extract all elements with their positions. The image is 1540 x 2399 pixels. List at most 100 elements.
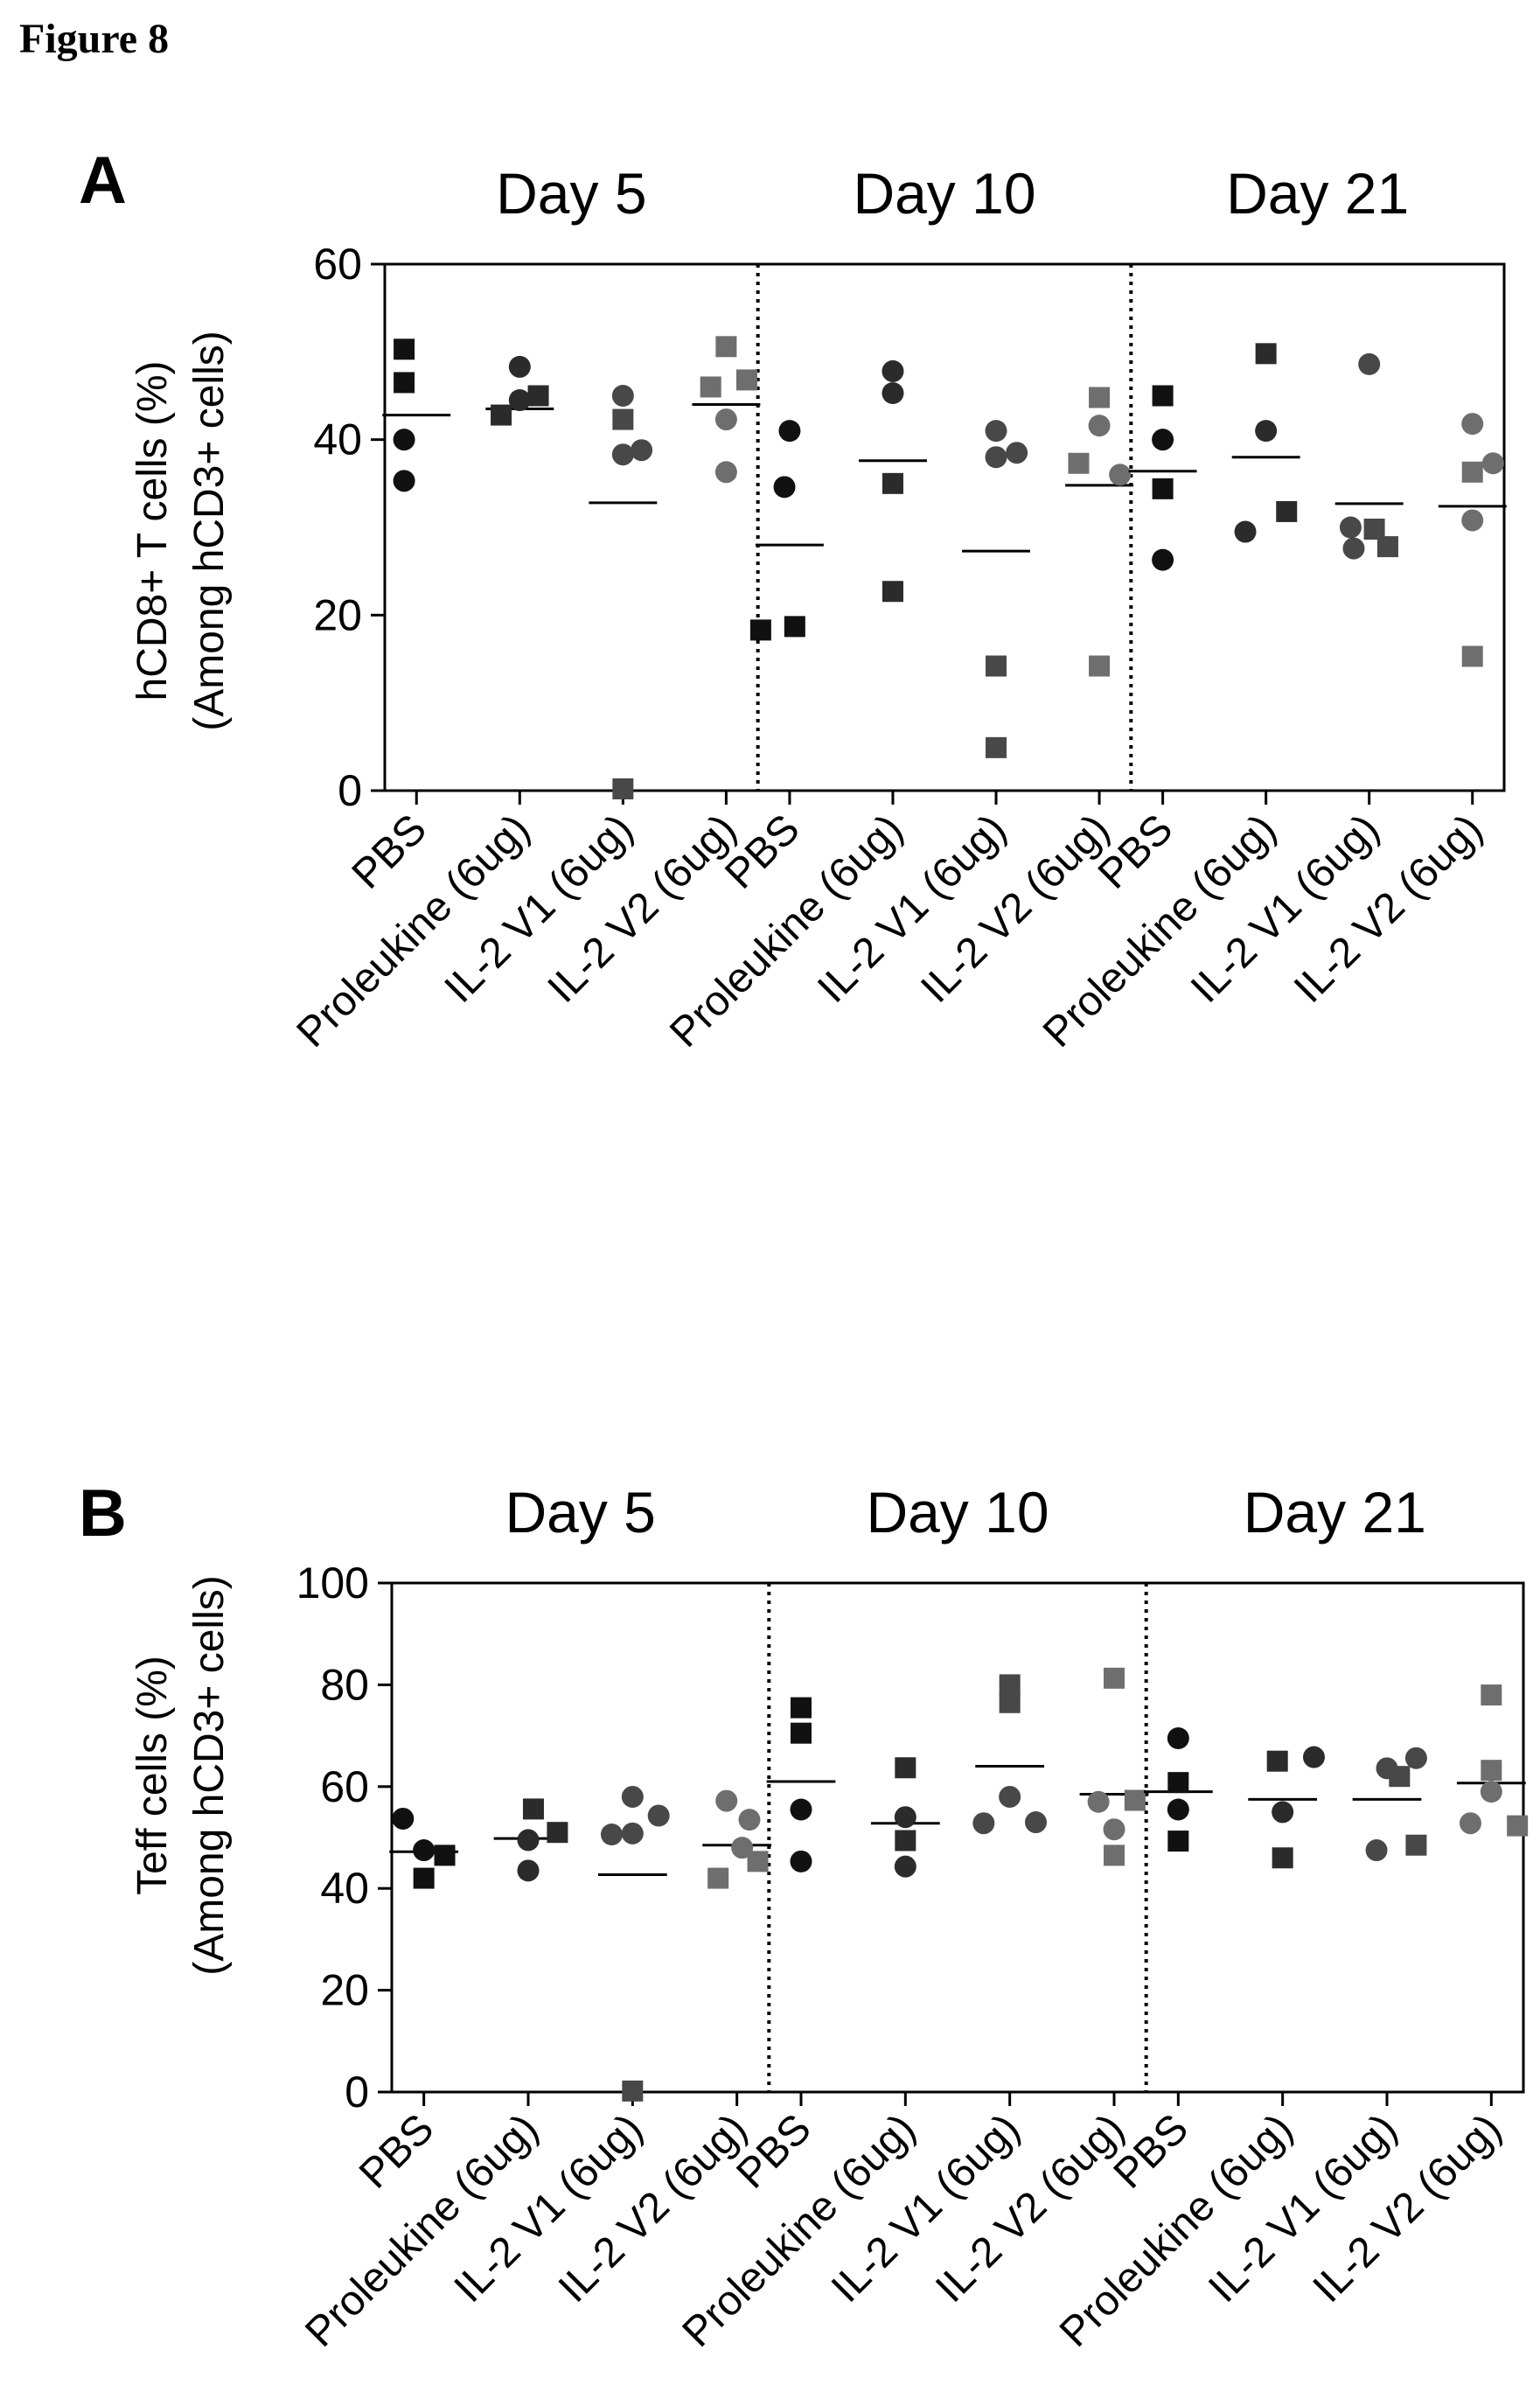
panel-b-day-10-pbs-point-2 xyxy=(790,1798,812,1821)
panel-a-day-21-proleukine-6ug-point-2 xyxy=(1276,500,1298,522)
panel-b-day-10-il-2-v1-6ug-point-0 xyxy=(999,1674,1021,1696)
panel-a-day-5-pbs-point-1 xyxy=(394,372,415,394)
panel-a-day-5-il-2-v2-6ug-point-3 xyxy=(714,408,737,431)
panel-a-day-21-il-2-v2-6ug-point-0 xyxy=(1461,413,1484,436)
panel-b-day-21-il-2-v2-6ug-point-0 xyxy=(1481,1684,1502,1706)
panel-a-day-21-il-2-v1-6ug-point-3 xyxy=(1342,537,1365,560)
panel-b-day-21-pbs-point-2 xyxy=(1167,1798,1189,1821)
panel-b-day-21-il-2-v2-6ug-point-3 xyxy=(1459,1812,1481,1835)
panel-b-group-label-day-5: Day 5 xyxy=(505,1480,655,1545)
panel-b-day-10-il-2-v2-6ug-point-2 xyxy=(1087,1790,1110,1813)
panel-b-day-5-il-2-v1-6ug-point-3 xyxy=(621,1822,644,1845)
panel-b-day-10-il-2-v1-6ug-point-1 xyxy=(999,1691,1021,1713)
figure-title: Figure 8 xyxy=(19,16,169,62)
panel-a-ytick-label: 40 xyxy=(313,415,362,464)
panel-b-day-5-proleukine-6ug-point-3 xyxy=(517,1859,540,1882)
panel-a-xtick-label-pbs: PBS xyxy=(1090,805,1181,897)
panel-b-day-10-proleukine-6ug-point-0 xyxy=(895,1757,916,1779)
panel-b-day-21-pbs-point-3 xyxy=(1167,1831,1189,1852)
panel-a-day-21-pbs-point-2 xyxy=(1152,478,1174,499)
panel-a-xtick-label-pbs: PBS xyxy=(344,805,436,897)
panel-b-day-10-il-2-v2-6ug-point-3 xyxy=(1103,1818,1125,1841)
panel-a-ytick-label: 20 xyxy=(313,590,362,639)
panel-b-day-21-il-2-v2-6ug-point-2 xyxy=(1480,1781,1502,1803)
panel-a-day-10-il-2-v1-6ug-point-1 xyxy=(985,446,1007,469)
panel-b-day-5-il-2-v2-6ug-point-4 xyxy=(707,1867,729,1889)
panel-a-day-21-proleukine-6ug-point-1 xyxy=(1255,420,1278,443)
panel-b-group-label-day-21: Day 21 xyxy=(1244,1480,1426,1545)
panel-b-day-10-pbs-point-3 xyxy=(790,1850,812,1872)
panel-a-plot-frame xyxy=(383,262,1506,792)
panel-b-day-5-il-2-v1-6ug-point-4 xyxy=(622,2080,644,2102)
panel-a-day-21-proleukine-6ug-point-0 xyxy=(1255,343,1277,365)
panel-a-day-10-pbs-point-3 xyxy=(784,616,805,638)
panel-a-letter: A xyxy=(79,143,127,218)
panel-b-day-10-proleukine-6ug-point-2 xyxy=(895,1830,916,1852)
panel-a-ytick-label: 60 xyxy=(313,240,362,289)
panel-b-day-5-il-2-v1-6ug-point-0 xyxy=(621,1785,644,1808)
panel-b-day-5-il-2-v2-6ug-point-1 xyxy=(738,1809,761,1831)
panel-a-day-21-il-2-v2-6ug-point-4 xyxy=(1461,645,1483,667)
panel-a-day-5-proleukine-6ug-point-1 xyxy=(508,389,531,412)
panel-a-day-21-il-2-v2-6ug-point-1 xyxy=(1481,452,1504,475)
panel-a-day-5-proleukine-6ug-point-2 xyxy=(527,385,549,407)
panel-a-day-10-proleukine-6ug-point-2 xyxy=(881,472,903,494)
panel-a-day-21-il-2-v2-6ug-point-2 xyxy=(1461,461,1483,483)
panel-b-day-21-pbs-point-1 xyxy=(1167,1772,1189,1794)
panel-b-day-5-proleukine-6ug-point-1 xyxy=(547,1822,568,1844)
panel-b-day-5-il-2-v1-6ug-point-1 xyxy=(647,1804,670,1827)
panel-a-day-5-il-2-v1-6ug-point-2 xyxy=(611,443,634,466)
panel-b-day-5-proleukine-6ug-point-2 xyxy=(517,1829,540,1852)
panel-a-group-label-day-5: Day 5 xyxy=(496,161,646,226)
panel-b-day-10-il-2-v2-6ug-point-1 xyxy=(1124,1789,1146,1811)
panel-a-ylabel-line1: hCD8+ T cells (%) xyxy=(129,360,176,701)
panel-b-day-21-proleukine-6ug-point-0 xyxy=(1266,1750,1288,1772)
panel-b-day-10-il-2-v1-6ug-point-3 xyxy=(972,1812,995,1835)
panel-a-day-10-proleukine-6ug-point-3 xyxy=(881,581,903,603)
panel-a-chart: A hCD8+ T cells (%) (Among hCD3+ cells) … xyxy=(79,143,1507,1057)
panel-b-xtick-label-pbs: PBS xyxy=(728,2105,819,2197)
panel-b-day-5-proleukine-6ug-point-0 xyxy=(522,1798,544,1820)
panel-a-day-10-il-2-v1-6ug-point-3 xyxy=(986,655,1007,677)
panel-b-plot-frame xyxy=(390,1581,1525,2094)
panel-a-day-10-il-2-v2-6ug-point-3 xyxy=(1109,464,1132,486)
panel-a-day-5-il-2-v1-6ug-point-0 xyxy=(611,385,634,407)
panel-a-xtick-label-pbs: PBS xyxy=(716,805,808,897)
panel-b-ytick-label: 60 xyxy=(320,1762,369,1811)
panel-a-ylabel-line2: (Among hCD3+ cells) xyxy=(186,331,233,731)
panel-a-day-10-il-2-v2-6ug-point-0 xyxy=(1089,387,1111,408)
panel-b-ytick-label: 0 xyxy=(345,2068,369,2117)
panel-a-day-10-proleukine-6ug-point-0 xyxy=(881,359,904,382)
panel-b-day-21-proleukine-6ug-point-2 xyxy=(1272,1801,1294,1824)
panel-b-day-21-pbs-point-0 xyxy=(1167,1727,1189,1750)
panel-b-xtick-label-pbs: PBS xyxy=(1105,2105,1197,2197)
panel-a-day-5-proleukine-6ug-point-3 xyxy=(491,404,512,426)
panel-b-group-label-day-10: Day 10 xyxy=(866,1480,1049,1545)
panel-b-chart: B Teff cells (%) (Among hCD3+ cells) 0 20… xyxy=(79,1476,1529,2356)
panel-b-day-5-pbs-point-0 xyxy=(392,1807,415,1830)
panel-a-day-5-il-2-v1-6ug-point-1 xyxy=(612,408,634,430)
panel-a-day-5-pbs-point-2 xyxy=(393,429,415,451)
panel-b-day-21-il-2-v1-6ug-point-3 xyxy=(1405,1834,1427,1856)
panel-b-day-21-il-2-v1-6ug-point-4 xyxy=(1365,1839,1388,1862)
panel-a-day-10-pbs-point-2 xyxy=(749,619,771,641)
panel-b-day-21-il-2-v1-6ug-point-2 xyxy=(1389,1766,1411,1788)
panel-a-day-10-pbs-point-0 xyxy=(778,420,801,443)
panel-b-day-5-pbs-point-1 xyxy=(413,1839,436,1862)
panel-a-day-10-il-2-v1-6ug-point-4 xyxy=(986,736,1007,758)
panel-a-day-21-il-2-v1-6ug-point-0 xyxy=(1358,352,1381,375)
panel-b-day-21-il-2-v2-6ug-point-4 xyxy=(1507,1815,1529,1837)
panel-a-day-5-il-2-v2-6ug-point-2 xyxy=(700,376,721,398)
panel-a-day-10-il-2-v1-6ug-point-0 xyxy=(985,420,1007,443)
panel-a-day-10-il-2-v2-6ug-point-2 xyxy=(1068,452,1090,474)
panel-b-day-5-il-2-v1-6ug-point-2 xyxy=(600,1824,623,1846)
panel-a-day-5-il-2-v2-6ug-point-0 xyxy=(715,336,737,358)
panel-b-day-10-pbs-point-1 xyxy=(790,1722,812,1744)
panel-b-day-5-pbs-point-3 xyxy=(413,1867,435,1889)
panel-b-day-10-il-2-v1-6ug-point-4 xyxy=(1025,1811,1048,1834)
panel-b-ytick-label: 100 xyxy=(296,1559,369,1607)
panel-a-day-21-pbs-point-1 xyxy=(1152,429,1174,451)
panel-a-day-10-proleukine-6ug-point-1 xyxy=(881,381,904,404)
panel-b-day-21-proleukine-6ug-point-1 xyxy=(1302,1746,1325,1768)
panel-a-day-21-pbs-point-3 xyxy=(1152,548,1174,571)
